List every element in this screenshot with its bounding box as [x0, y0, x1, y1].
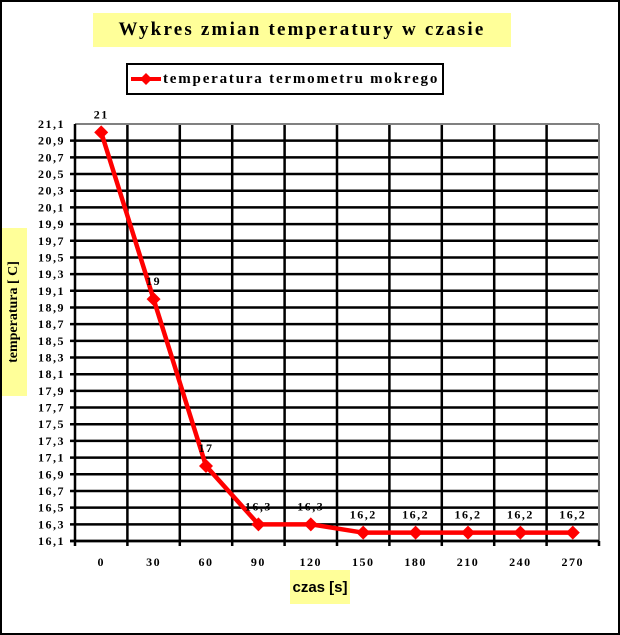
chart-title-text: Wykres zmian temperatury w czasie	[118, 19, 486, 40]
data-label: 16,2	[507, 508, 534, 522]
y-tick-label: 19,7	[38, 234, 65, 248]
y-tick-label: 17,1	[38, 451, 65, 465]
legend: temperatura termometru mokrego	[126, 63, 444, 95]
data-label: 19	[146, 274, 161, 288]
y-tick-label: 20,1	[38, 200, 65, 214]
y-tick-label: 16,9	[38, 467, 65, 481]
y-tick-label: 21,1	[38, 117, 65, 131]
data-label: 16,3	[297, 499, 324, 513]
data-point-diamond-icon	[94, 125, 109, 140]
y-axis-title-box	[2, 228, 27, 396]
y-tick-label: 20,9	[38, 134, 65, 148]
data-label: 16,2	[559, 508, 586, 522]
data-label: 21	[94, 107, 109, 121]
data-point-diamond-icon	[513, 525, 528, 540]
data-label: 16,3	[245, 499, 272, 513]
data-point-diamond-icon	[565, 525, 580, 540]
y-tick-label: 19,9	[38, 217, 65, 231]
x-axis-title: czas [s]	[290, 570, 350, 604]
data-point-diamond-icon	[146, 292, 161, 307]
y-tick-label: 20,5	[38, 167, 65, 181]
y-tick-label: 20,7	[38, 150, 65, 164]
data-point-diamond-icon	[199, 458, 213, 473]
data-point-diamond-icon	[303, 517, 318, 532]
x-axis-title-text: czas [s]	[292, 578, 348, 596]
y-tick-label: 17,3	[38, 434, 65, 448]
x-tick-label: 120	[300, 555, 323, 569]
y-tick-label: 19,3	[38, 267, 65, 281]
data-label: 16,2	[350, 508, 377, 522]
y-tick-label: 18,7	[38, 317, 65, 331]
x-tick-label: 240	[509, 555, 532, 569]
data-point-diamond-icon	[356, 525, 371, 540]
legend-line-diamond-icon	[131, 72, 161, 86]
data-label: 16,2	[455, 508, 482, 522]
y-tick-label: 20,3	[38, 184, 65, 198]
y-tick-label: 16,7	[38, 484, 65, 498]
y-tick-label: 16,1	[38, 534, 65, 548]
data-label: 17	[199, 441, 214, 455]
chart-title: Wykres zmian temperatury w czasie	[93, 13, 511, 47]
data-label: 16,2	[402, 508, 429, 522]
y-tick-label: 17,9	[38, 384, 65, 398]
x-tick-label: 150	[352, 555, 375, 569]
y-tick-label: 16,5	[38, 501, 65, 515]
y-tick-label: 19,1	[38, 284, 65, 298]
series-line	[99, 131, 573, 535]
data-point-diamond-icon	[408, 525, 423, 540]
y-tick-label: 16,3	[38, 517, 65, 531]
y-tick-label: 18,1	[38, 367, 65, 381]
y-tick-label: 18,5	[38, 334, 65, 348]
x-tick-label: 180	[404, 555, 427, 569]
data-point-diamond-icon	[251, 517, 266, 532]
x-tick-label: 30	[146, 555, 161, 569]
y-tick-label: 18,9	[38, 300, 65, 314]
y-tick-label: 17,7	[38, 401, 65, 415]
data-point-diamond-icon	[461, 525, 475, 540]
x-tick-label: 270	[562, 555, 585, 569]
y-tick-label: 19,5	[38, 250, 65, 264]
y-tick-label: 17,5	[38, 417, 65, 431]
x-tick-label: 90	[251, 555, 266, 569]
y-tick-label: 18,3	[38, 351, 65, 365]
x-tick-label: 210	[457, 555, 480, 569]
legend-label: temperatura termometru mokrego	[163, 70, 440, 87]
x-tick-label: 60	[199, 555, 214, 569]
x-tick-label: 0	[97, 555, 105, 569]
